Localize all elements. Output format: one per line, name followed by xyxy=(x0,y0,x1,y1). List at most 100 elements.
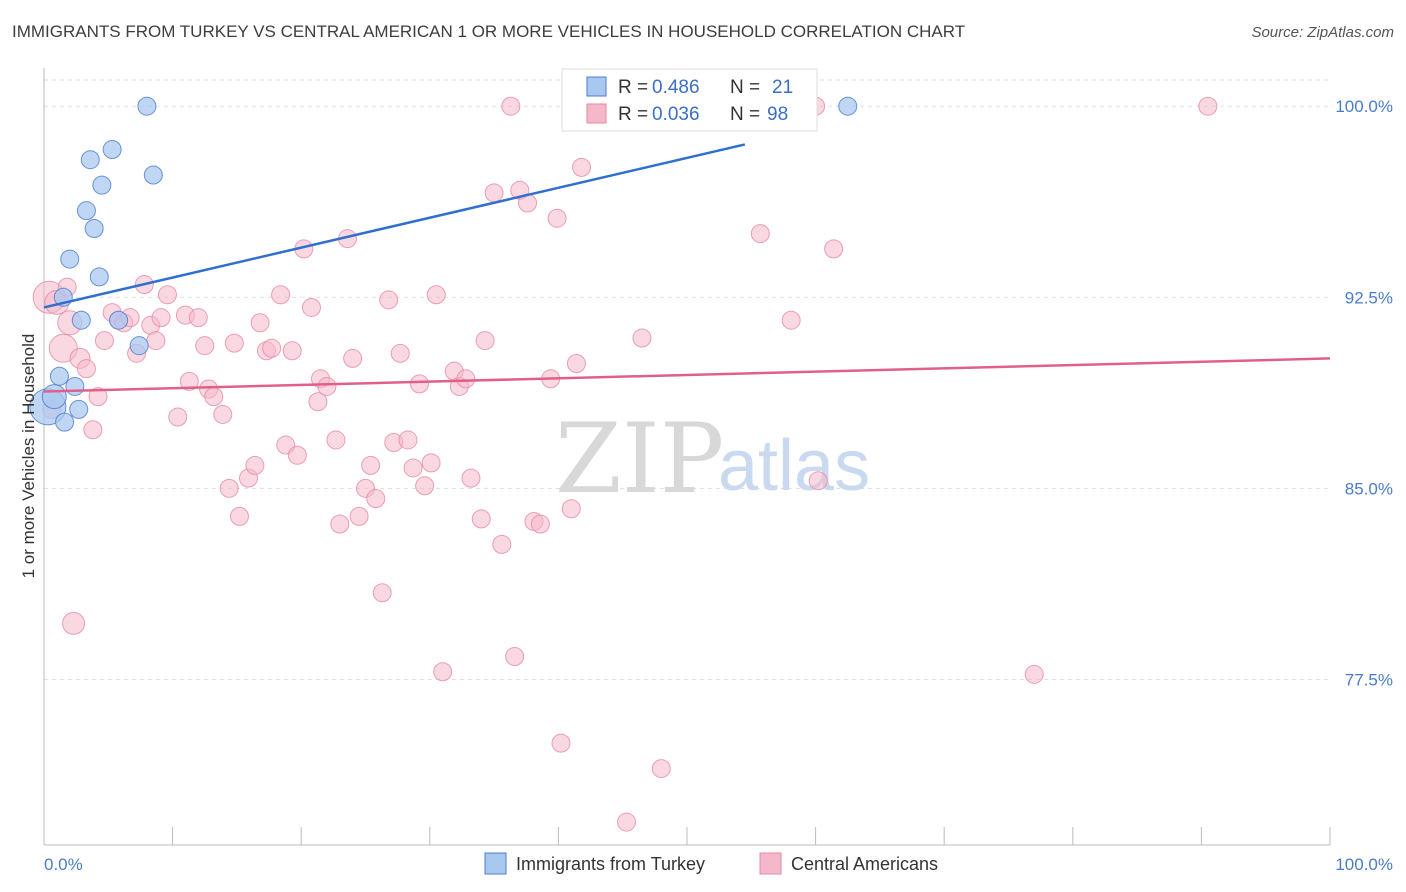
point-central-59 xyxy=(410,374,430,394)
y-tick-label-3: 100.0% xyxy=(1335,97,1393,116)
point-central-56 xyxy=(390,343,410,363)
x-tick-label-1: 100.0% xyxy=(1335,855,1393,874)
legend-r-label-central: R = xyxy=(618,104,648,125)
grid-lines xyxy=(44,79,1330,680)
point-central-89 xyxy=(750,224,770,244)
point-central-44 xyxy=(317,376,337,396)
point-central-68 xyxy=(471,509,491,529)
legend-n-value-central: 98 xyxy=(767,104,788,125)
y-tick-label-2: 92.5% xyxy=(1345,288,1393,307)
point-central-95 xyxy=(1198,96,1218,116)
point-central-90 xyxy=(781,310,801,330)
point-central-77 xyxy=(530,514,550,534)
trendlines xyxy=(43,143,1331,393)
y-tick-label-0: 77.5% xyxy=(1345,670,1393,689)
point-turkey-16 xyxy=(129,336,149,356)
point-central-87 xyxy=(651,759,671,779)
point-central-93 xyxy=(824,239,844,259)
point-turkey-7 xyxy=(69,399,89,419)
point-central-61 xyxy=(421,453,441,473)
point-turkey-8 xyxy=(71,310,91,330)
legend-bottom-swatch-turkey xyxy=(484,852,507,875)
point-turkey-3 xyxy=(55,412,75,432)
point-central-79 xyxy=(547,208,567,228)
point-central-20 xyxy=(168,407,188,427)
trendline-turkey xyxy=(43,143,746,309)
point-turkey-12 xyxy=(89,267,109,287)
x-tick-labels: 0.0% 100.0% xyxy=(44,855,1393,874)
point-central-71 xyxy=(492,534,512,554)
point-central-41 xyxy=(301,297,321,317)
point-central-83 xyxy=(572,157,592,177)
point-central-4 xyxy=(62,611,86,635)
point-central-62 xyxy=(426,285,446,305)
point-turkey-20 xyxy=(838,96,858,116)
point-central-54 xyxy=(379,290,399,310)
legend-swatch-turkey xyxy=(586,76,607,97)
point-turkey-9 xyxy=(76,201,96,221)
legend-r-value-turkey: 0.486 xyxy=(652,77,700,98)
point-turkey-17 xyxy=(137,96,157,116)
watermark-zip: ZIP xyxy=(555,403,724,515)
point-central-66 xyxy=(456,369,476,389)
point-central-58 xyxy=(403,458,423,478)
legend-r-value-central: 0.036 xyxy=(652,104,700,125)
legend-swatch-central xyxy=(586,103,607,124)
point-central-36 xyxy=(271,285,291,305)
point-central-28 xyxy=(219,478,239,498)
point-central-70 xyxy=(484,183,504,203)
point-central-46 xyxy=(330,514,350,534)
point-central-51 xyxy=(361,455,381,475)
point-turkey-10 xyxy=(80,150,100,170)
point-central-63 xyxy=(433,662,453,682)
point-central-94 xyxy=(1024,664,1044,684)
point-central-72 xyxy=(501,96,521,116)
legend-r-label-turkey: R = xyxy=(618,77,648,98)
point-central-22 xyxy=(179,371,199,391)
point-central-26 xyxy=(204,387,224,407)
point-central-45 xyxy=(326,430,346,450)
point-central-29 xyxy=(224,333,244,353)
point-central-49 xyxy=(349,506,369,526)
point-turkey-13 xyxy=(92,175,112,195)
point-central-33 xyxy=(250,313,270,333)
point-central-52 xyxy=(366,489,386,509)
point-central-30 xyxy=(229,506,249,526)
watermark-atlas: atlas xyxy=(718,426,870,506)
legend-n-label-central: N = xyxy=(730,104,760,125)
point-central-48 xyxy=(343,348,363,368)
point-central-80 xyxy=(551,733,571,753)
point-central-8 xyxy=(88,387,108,407)
point-central-32 xyxy=(245,455,265,475)
point-central-23 xyxy=(188,308,208,328)
point-central-27 xyxy=(213,404,233,424)
point-central-73 xyxy=(505,646,525,666)
point-central-38 xyxy=(282,341,302,361)
point-turkey-14 xyxy=(102,140,122,160)
legend-bottom: Immigrants from Turkey Central Americans xyxy=(484,852,938,875)
point-central-84 xyxy=(617,812,637,832)
point-central-42 xyxy=(308,392,328,412)
point-central-53 xyxy=(372,583,392,603)
point-turkey-11 xyxy=(84,218,104,238)
legend-bottom-label-turkey: Immigrants from Turkey xyxy=(516,854,705,874)
source-label: Source: ZipAtlas.com xyxy=(1251,24,1394,41)
point-central-69 xyxy=(475,331,495,351)
point-central-60 xyxy=(415,476,435,496)
point-turkey-6 xyxy=(65,376,85,396)
point-turkey-18 xyxy=(143,165,163,185)
point-central-39 xyxy=(287,445,307,465)
y-tick-label-1: 85.0% xyxy=(1345,479,1393,498)
point-turkey-15 xyxy=(109,310,129,330)
legend-stats: R = 0.486 N = 21 R = 0.036 N = 98 xyxy=(561,68,818,132)
point-central-19 xyxy=(157,285,177,305)
legend-n-value-turkey: 21 xyxy=(772,77,793,98)
x-tick-label-0: 0.0% xyxy=(44,855,83,874)
point-central-85 xyxy=(632,328,652,348)
point-turkey-5 xyxy=(60,249,80,269)
point-central-9 xyxy=(94,331,114,351)
point-central-91 xyxy=(808,471,828,491)
point-central-24 xyxy=(195,336,215,356)
axes xyxy=(43,68,1331,846)
